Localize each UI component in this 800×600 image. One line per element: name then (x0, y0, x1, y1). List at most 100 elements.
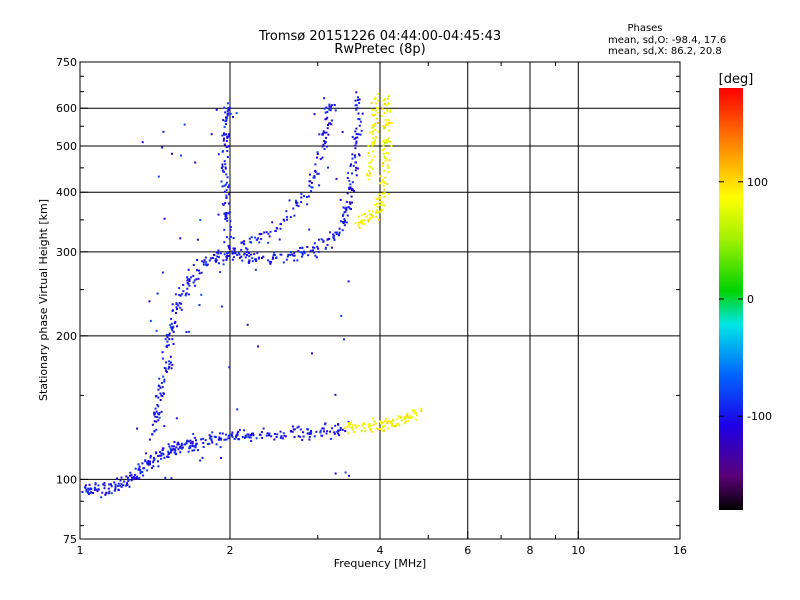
echo-point (344, 430, 347, 433)
echo-point (340, 220, 342, 223)
echo-point (306, 246, 309, 248)
echo-point (148, 438, 151, 441)
echo-point (257, 237, 260, 240)
echo-point (403, 418, 406, 421)
echo-point (222, 259, 225, 262)
echo-point (166, 344, 169, 347)
x-tick-label: 6 (464, 544, 471, 557)
echo-point (200, 438, 203, 441)
echo-point (389, 108, 392, 111)
echo-point (213, 435, 216, 438)
echo-point (258, 241, 261, 244)
echo-point (237, 430, 240, 433)
echo-point (247, 262, 250, 264)
echo-point (162, 392, 165, 395)
echo-point (316, 245, 319, 248)
echo-point (292, 425, 294, 428)
echo-point (349, 187, 352, 190)
echo-point (138, 465, 141, 468)
echo-point (300, 196, 303, 199)
echo-point (104, 492, 107, 495)
echo-point (370, 166, 373, 169)
echo-point (369, 429, 372, 432)
echo-point (225, 258, 228, 261)
echo-point (144, 459, 147, 462)
echo-point (383, 156, 386, 159)
echo-point (221, 134, 224, 137)
echo-point (279, 436, 282, 439)
echo-point (126, 482, 129, 485)
echo-point (169, 326, 172, 329)
y-axis-title: Stationary phase Virtual Height [km] (37, 199, 50, 401)
echo-point (120, 482, 123, 485)
echo-point (210, 435, 213, 438)
echo-point (185, 331, 188, 333)
echo-point (323, 131, 326, 134)
echo-point (170, 322, 173, 325)
echo-point (344, 207, 347, 210)
echo-point (376, 107, 378, 110)
echo-point (371, 130, 374, 133)
echo-point (310, 181, 313, 184)
echo-point (211, 431, 214, 434)
echo-point (170, 477, 173, 480)
echo-point (326, 238, 329, 241)
echo-point (318, 250, 321, 253)
echo-point (372, 140, 375, 143)
echo-point (313, 242, 316, 245)
echo-point (167, 456, 170, 459)
echo-point (227, 244, 230, 247)
echo-point (299, 251, 302, 254)
echo-point (351, 201, 353, 204)
echo-point (371, 430, 373, 433)
echo-point (347, 422, 350, 424)
echo-point (377, 428, 379, 431)
echo-point (309, 180, 312, 183)
echo-point (324, 118, 327, 121)
echo-point (189, 439, 192, 442)
echo-point (243, 253, 246, 256)
echo-point (390, 424, 393, 427)
echo-point (354, 424, 357, 427)
echo-point (408, 414, 411, 417)
echo-point (420, 407, 423, 410)
echo-point (95, 488, 98, 491)
echo-point (188, 447, 191, 450)
echo-point (293, 251, 296, 254)
echo-point (371, 126, 374, 129)
echo-point (179, 445, 182, 448)
echo-point (171, 303, 174, 306)
echo-point (240, 241, 243, 244)
echo-point (383, 142, 386, 145)
echo-point (165, 361, 168, 364)
echo-point (265, 434, 268, 437)
echo-point (135, 477, 138, 480)
echo-point (313, 113, 316, 116)
echo-point (85, 488, 88, 491)
echo-point (181, 293, 184, 296)
echo-point (193, 449, 196, 452)
echo-point (313, 251, 315, 254)
echo-point (149, 460, 152, 463)
echo-point (348, 179, 351, 182)
echo-point (356, 136, 359, 139)
echo-point (231, 252, 234, 255)
echo-point (324, 423, 326, 426)
echo-point (241, 436, 244, 438)
echo-point (378, 218, 380, 221)
echo-point (271, 221, 274, 224)
echo-point (250, 439, 253, 442)
echo-point (376, 111, 379, 114)
echo-point (369, 424, 372, 427)
echo-point (374, 129, 377, 132)
echo-point (391, 422, 394, 425)
echo-point (382, 144, 385, 147)
echo-point (373, 142, 376, 145)
echo-point (172, 330, 175, 333)
echo-point (366, 219, 369, 222)
echo-point (388, 102, 391, 105)
echo-point (154, 407, 157, 410)
echo-point (376, 202, 379, 205)
echo-point (405, 416, 407, 419)
echo-point (388, 129, 391, 132)
